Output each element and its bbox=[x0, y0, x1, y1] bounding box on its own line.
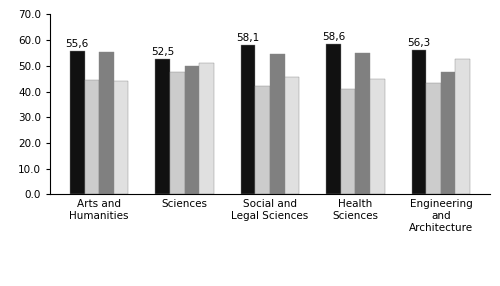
Bar bbox=[412, 49, 426, 194]
Bar bbox=[256, 86, 270, 194]
Bar bbox=[456, 59, 470, 194]
Bar bbox=[270, 54, 284, 194]
Bar bbox=[241, 45, 256, 194]
Bar bbox=[84, 80, 99, 194]
Bar bbox=[156, 59, 170, 194]
Bar bbox=[70, 51, 84, 194]
Bar bbox=[426, 82, 441, 194]
Bar bbox=[184, 66, 199, 194]
Bar bbox=[114, 81, 128, 194]
Text: 56,3: 56,3 bbox=[408, 37, 431, 47]
Text: 58,6: 58,6 bbox=[322, 31, 345, 41]
Bar bbox=[356, 53, 370, 194]
Bar bbox=[99, 51, 114, 194]
Bar bbox=[441, 72, 456, 194]
Bar bbox=[370, 79, 384, 194]
Bar bbox=[341, 89, 355, 194]
Text: 52,5: 52,5 bbox=[151, 47, 174, 57]
Bar bbox=[284, 77, 299, 194]
Text: 58,1: 58,1 bbox=[236, 33, 260, 43]
Text: 55,6: 55,6 bbox=[66, 39, 89, 49]
Bar bbox=[170, 72, 184, 194]
Bar bbox=[326, 44, 341, 194]
Bar bbox=[199, 63, 214, 194]
